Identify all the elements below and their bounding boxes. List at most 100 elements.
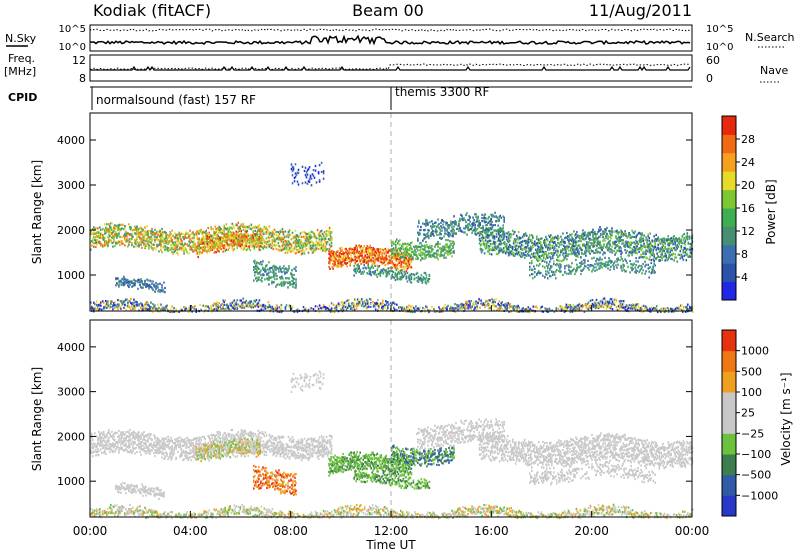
power-cell-4928 xyxy=(98,309,100,312)
power-cell-2334 xyxy=(373,251,375,254)
power-cell-110 xyxy=(108,233,110,236)
power-cell-1488 xyxy=(158,289,160,292)
power-cell-256 xyxy=(135,245,137,248)
power-cell-2763 xyxy=(439,255,441,258)
power-cell-2477 xyxy=(396,257,399,261)
power-cell-3306 xyxy=(497,218,499,221)
power-cell-1478 xyxy=(154,290,156,293)
power-cell-4915 xyxy=(93,308,95,311)
power-cell-4897 xyxy=(651,269,653,272)
power-cell-1888 xyxy=(272,271,274,274)
power-cell-4635 xyxy=(690,247,693,250)
power-cell-4464 xyxy=(662,255,664,258)
power-cell-1169 xyxy=(295,252,298,255)
power-cell-280 xyxy=(138,243,140,246)
power-cell-1461 xyxy=(147,285,149,288)
power-cell-3040 xyxy=(427,234,429,237)
power-cell-2606 xyxy=(400,247,402,250)
power-cell-740 xyxy=(218,236,220,239)
power-cell-1085 xyxy=(279,231,282,234)
power-cell-3763 xyxy=(548,234,550,237)
power-cell-4110 xyxy=(602,236,604,239)
power-cell-4590 xyxy=(682,251,685,254)
power-cell-4210 xyxy=(620,238,622,241)
power-cell-264 xyxy=(136,241,138,244)
power-cell-1762 xyxy=(250,236,253,239)
power-cell-4809 xyxy=(607,264,609,267)
power-cell-2138 xyxy=(342,257,344,260)
power-cell-4171 xyxy=(613,230,615,233)
power-cell-3790 xyxy=(552,240,554,243)
power-cell-2700 xyxy=(422,257,424,260)
power-cell-2032 xyxy=(314,169,317,172)
power-cell-62 xyxy=(100,228,102,231)
power-cell-3226 xyxy=(476,218,478,221)
power-cell-2309 xyxy=(369,247,371,250)
power-cell-4547 xyxy=(674,237,676,240)
power-cell-3564 xyxy=(517,251,520,254)
power-cell-487 xyxy=(173,236,175,239)
power-cell-1480 xyxy=(155,287,157,291)
power-cell-4921 xyxy=(96,308,98,311)
power-cell-209 xyxy=(125,240,127,243)
power-cell-4719 xyxy=(564,265,566,268)
power-cell-3926 xyxy=(574,234,576,237)
power-cell-3020 xyxy=(422,239,424,242)
power-cell-2002 xyxy=(295,173,298,176)
power-cell-4806 xyxy=(606,264,608,267)
power-cell-2885 xyxy=(379,274,382,277)
power-cell-994 xyxy=(262,232,265,235)
power-cell-1966 xyxy=(291,273,293,276)
power-cell-1851 xyxy=(262,260,264,263)
power-cell-4488 xyxy=(665,238,667,241)
power-cell-2111 xyxy=(338,262,340,265)
power-cell-1502 xyxy=(196,250,198,254)
power-cell-3166 xyxy=(461,215,463,218)
power-cell-756 xyxy=(221,231,223,234)
power-cell-2666 xyxy=(414,253,416,256)
power-cell-628 xyxy=(198,248,200,251)
power-cell-4480 xyxy=(664,247,666,250)
power-cell-1198 xyxy=(299,242,302,245)
power-cell-1611 xyxy=(219,241,221,244)
power-cell-3927 xyxy=(575,254,577,257)
power-cell-4680 xyxy=(547,277,549,280)
power-cell-4091 xyxy=(599,240,601,243)
power-cell-2630 xyxy=(405,242,407,246)
power-cell-4113 xyxy=(602,230,604,233)
power-cell-2737 xyxy=(431,250,433,253)
power-cell-3681 xyxy=(536,235,538,238)
power-cell-4778 xyxy=(594,263,596,266)
power-cell-4664 xyxy=(538,271,540,274)
power-cell-3555 xyxy=(515,244,518,247)
power-cell-1479 xyxy=(154,286,156,289)
power-cell-5 xyxy=(90,230,92,233)
power-cell-2302 xyxy=(368,250,370,253)
power-cell-1363 xyxy=(328,247,331,250)
power-cell-2848 xyxy=(360,272,362,275)
power-cell-3793 xyxy=(553,252,555,255)
power-cell-4462 xyxy=(661,240,663,243)
power-cell-2674 xyxy=(415,245,417,248)
power-cell-4728 xyxy=(570,272,572,275)
power-cell-2623 xyxy=(404,249,406,252)
power-cell-3829 xyxy=(558,237,560,240)
power-cell-3341 xyxy=(480,243,483,246)
power-cell-3233 xyxy=(478,225,480,228)
power-cell-3382 xyxy=(487,236,490,239)
power-cell-985 xyxy=(261,242,264,245)
power-cell-1266 xyxy=(310,235,313,239)
power-cell-4832 xyxy=(617,258,619,261)
power-cell-249 xyxy=(133,228,135,232)
power-cell-2760 xyxy=(437,249,439,252)
power-cell-3639 xyxy=(529,234,531,237)
power-cell-418 xyxy=(161,230,163,233)
power-cell-3371 xyxy=(486,250,489,253)
power-cell-893 xyxy=(244,225,247,228)
power-cell-3412 xyxy=(492,241,495,244)
power-cell-2545 xyxy=(408,264,411,267)
power-cell-2575 xyxy=(393,254,395,257)
power-cell-1523 xyxy=(201,251,203,254)
power-cell-4410 xyxy=(653,235,655,238)
power-cell-3550 xyxy=(514,239,517,242)
